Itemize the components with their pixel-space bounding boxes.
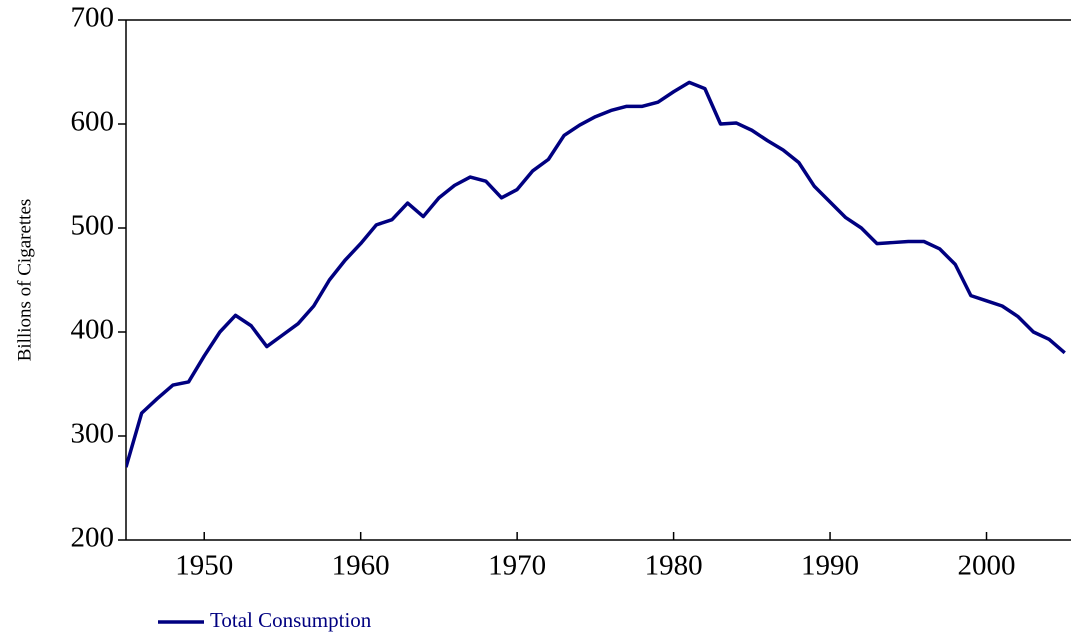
y-tick-label: 600	[71, 106, 115, 138]
y-tick-label: 500	[71, 210, 115, 242]
legend-label: Total Consumption	[210, 608, 372, 632]
y-tick-label: 200	[71, 522, 115, 554]
x-tick-label: 1990	[801, 550, 859, 582]
x-tick-label: 1950	[175, 550, 233, 582]
x-tick-label: 1970	[488, 550, 546, 582]
y-axis-label: Billions of Cigarettes	[14, 199, 35, 362]
y-tick-label: 400	[71, 314, 115, 346]
x-tick-label: 1980	[645, 550, 703, 582]
x-tick-label: 1960	[332, 550, 390, 582]
y-tick-label: 300	[71, 418, 115, 450]
y-tick-label: 700	[71, 2, 115, 34]
x-tick-label: 2000	[958, 550, 1016, 582]
data-line	[126, 80, 1066, 468]
